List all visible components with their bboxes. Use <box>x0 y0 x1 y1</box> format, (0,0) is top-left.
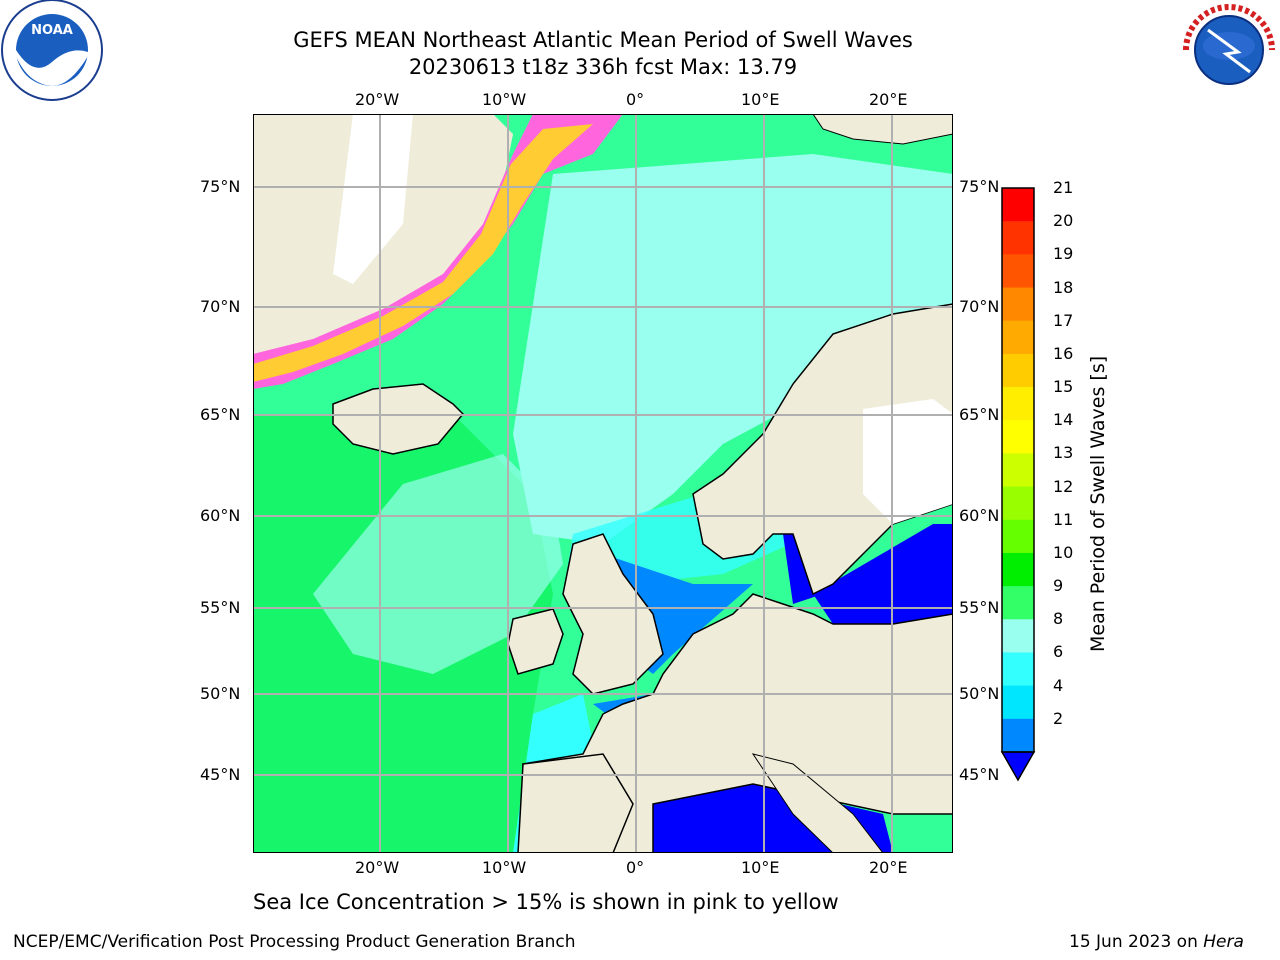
ocean-swell-zone-cyan-north <box>513 154 953 544</box>
lon-label-bottom-20w: 20°W <box>355 858 400 877</box>
sweden-finland-ice <box>863 399 953 524</box>
iberia-land <box>517 753 634 853</box>
colorbar-cell <box>1002 353 1034 388</box>
nws-logo <box>1180 1 1278 99</box>
colorbar-cell <box>1002 619 1034 653</box>
colorbar-cell <box>1002 453 1034 488</box>
lat-label-right-65n: 65°N <box>959 405 1000 424</box>
great-britain-land <box>562 533 664 695</box>
colorbar <box>1000 187 1036 782</box>
colorbar-tick-label: 4 <box>1053 675 1064 695</box>
noaa-logo: NOAA <box>1 0 103 101</box>
colorbar-tick-label: 9 <box>1053 576 1064 596</box>
lon-label-top-0: 0° <box>626 90 645 109</box>
scandinavia-land <box>692 303 953 596</box>
lat-label-left-70n: 70°N <box>200 297 241 316</box>
colorbar-tick-label: 10 <box>1053 542 1074 562</box>
lon-label-top-20w: 20°W <box>355 90 400 109</box>
europe-land <box>522 593 953 853</box>
footer-date: 15 Jun 2023 on Hera <box>1069 932 1244 952</box>
noaa-text: NOAA <box>31 23 73 38</box>
ocean-swell-zone-baltic <box>813 524 953 624</box>
map-title: GEFS MEAN Northeast Atlantic Mean Period… <box>293 28 913 52</box>
colorbar-cell <box>1002 387 1034 421</box>
colorbar-tick-label: 11 <box>1053 509 1074 529</box>
lat-label-right-75n: 75°N <box>959 177 1000 196</box>
lat-label-right-55n: 55°N <box>959 598 1000 617</box>
colorbar-tick-label: 21 <box>1053 178 1074 197</box>
lat-label-left-55n: 55°N <box>200 598 241 617</box>
lat-label-right-45n: 45°N <box>959 765 1000 784</box>
colorbar-cell <box>1002 221 1034 255</box>
graticule <box>253 114 953 853</box>
colorbar-tick-label: 13 <box>1053 443 1074 463</box>
lat-label-right-50n: 50°N <box>959 684 1000 703</box>
colorbar-tick-label: 19 <box>1053 244 1074 264</box>
colorbar-extend-arrow <box>1000 751 1036 782</box>
lat-label-right-60n: 60°N <box>959 506 1000 525</box>
colorbar-tick-label: 15 <box>1053 377 1074 397</box>
colorbar-cell <box>1002 718 1034 753</box>
colorbar-cell <box>1002 586 1034 620</box>
colorbar-cell <box>1002 254 1034 289</box>
iceland-land <box>332 383 465 455</box>
greenland-ice-sheet <box>333 114 413 284</box>
footer-branch: NCEP/EMC/Verification Post Processing Pr… <box>13 932 576 952</box>
ocean-swell-zone-lightcyan <box>313 454 563 674</box>
colorbar-cell <box>1002 320 1034 355</box>
sea-ice-note: Sea Ice Concentration > 15% is shown in … <box>253 890 839 914</box>
lat-label-right-70n: 70°N <box>959 297 1000 316</box>
colorbar-cell <box>1002 552 1034 587</box>
lat-label-left-50n: 50°N <box>200 684 241 703</box>
lat-label-left-60n: 60°N <box>200 506 241 525</box>
lon-label-bottom-20e: 20°E <box>869 858 908 877</box>
lat-label-left-65n: 65°N <box>200 405 241 424</box>
lat-label-left-45n: 45°N <box>200 765 241 784</box>
lon-label-bottom-0: 0° <box>626 858 645 877</box>
colorbar-tick-label: 20 <box>1053 211 1074 231</box>
map-subtitle: 20230613 t18z 336h fcst Max: 13.79 <box>408 55 798 79</box>
swell-period-map <box>253 114 953 853</box>
svalbard-land <box>812 114 953 145</box>
colorbar-tick-label: 16 <box>1053 343 1074 363</box>
colorbar-tick-label: 2 <box>1053 708 1064 728</box>
colorbar-cell <box>1002 420 1034 454</box>
colorbar-cell <box>1002 188 1034 222</box>
colorbar-cell <box>1002 685 1034 720</box>
colorbar-tick-label: 6 <box>1053 642 1064 662</box>
lat-label-left-75n: 75°N <box>200 177 241 196</box>
colorbar-cell <box>1002 287 1034 322</box>
lon-label-top-20e: 20°E <box>869 90 908 109</box>
colorbar-cell <box>1002 519 1034 554</box>
colorbar-tick-label: 18 <box>1053 277 1074 297</box>
italy-land <box>751 753 884 853</box>
colorbar-cell <box>1002 652 1034 687</box>
lon-label-bottom-10w: 10°W <box>482 858 527 877</box>
colorbar-tick-label: 12 <box>1053 476 1074 496</box>
colorbar-cell <box>1002 486 1034 521</box>
footer-date-text: 15 Jun 2023 on <box>1069 932 1198 952</box>
footer-host: Hera <box>1203 932 1244 952</box>
colorbar-tick-label: 17 <box>1053 310 1074 330</box>
colorbar-label: Mean Period of Swell Waves [s] <box>1087 355 1109 652</box>
lon-label-bottom-10e: 10°E <box>741 858 780 877</box>
lon-label-top-10e: 10°E <box>741 90 780 109</box>
colorbar-tick-label: 14 <box>1053 410 1074 430</box>
colorbar-tick-label: 8 <box>1053 609 1064 629</box>
lon-label-top-10w: 10°W <box>482 90 527 109</box>
colorbar-frame <box>1001 187 1035 753</box>
